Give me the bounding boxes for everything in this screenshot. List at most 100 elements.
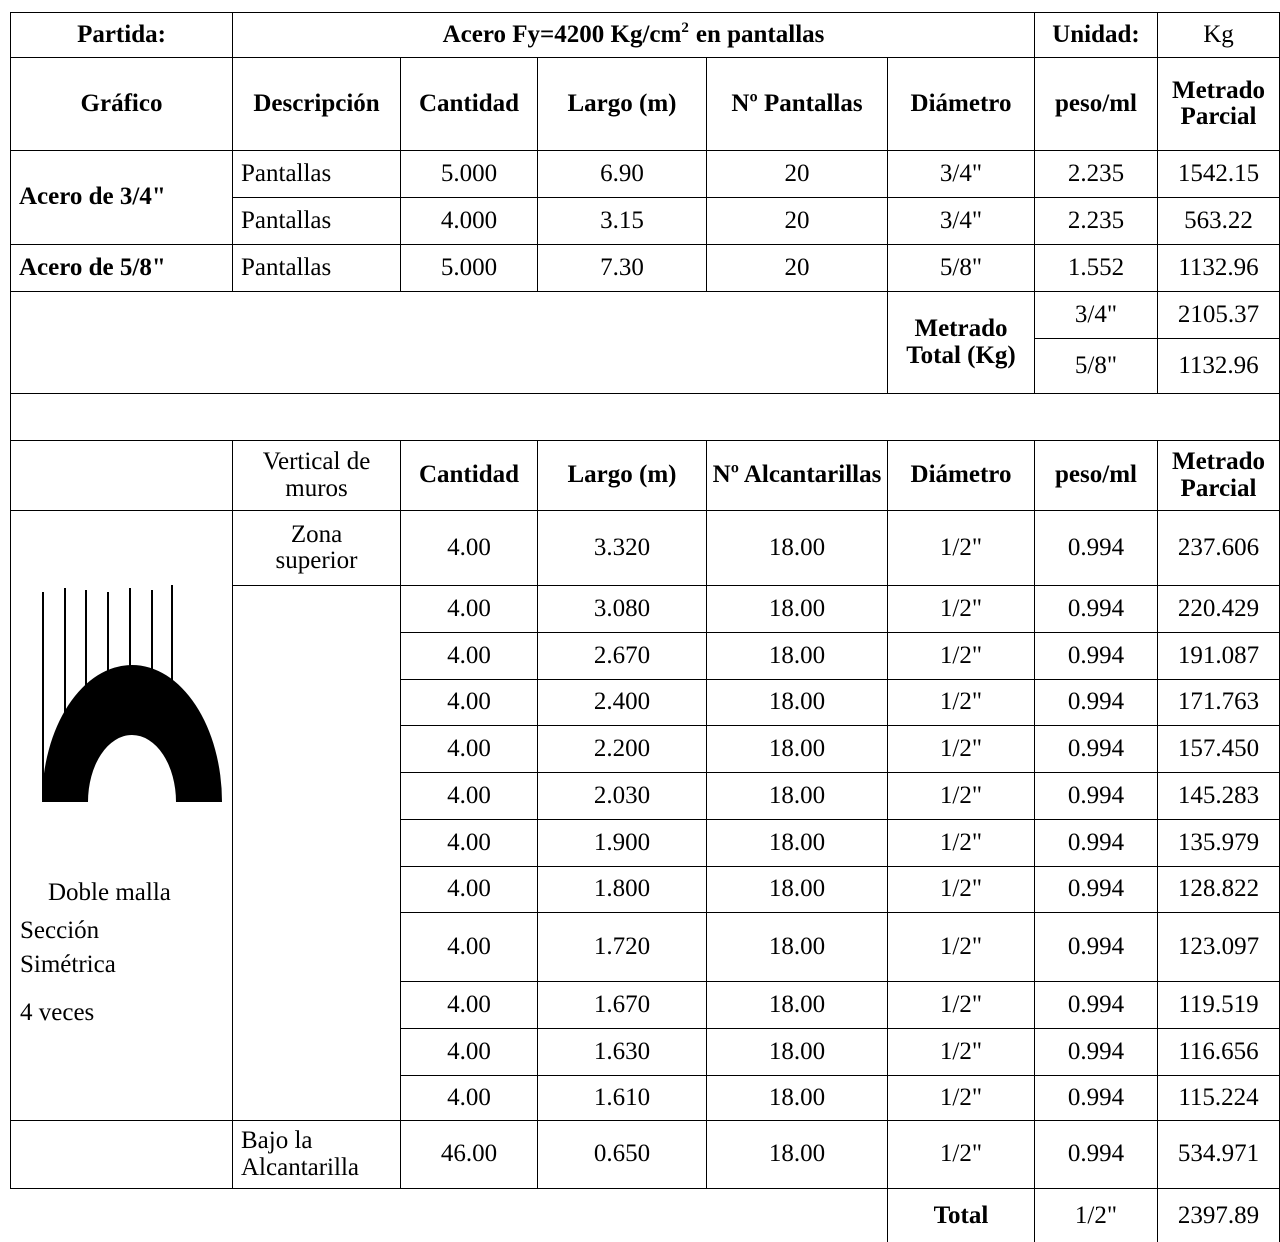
- cell-text: Cantidad: [418, 461, 520, 489]
- cell-text: 1.552: [1067, 253, 1125, 281]
- table-cell: Nº Pantallas: [706, 57, 888, 151]
- cell-text: 4.00: [447, 1083, 491, 1111]
- table-cell: Pantallas: [232, 244, 401, 292]
- table-cell: Largo (m): [537, 57, 707, 151]
- table-cell: 5/8": [1034, 338, 1158, 394]
- table-cell: 1.552: [1034, 244, 1158, 292]
- table-cell: 0.994: [1034, 1120, 1158, 1189]
- cell-text: 135.979: [1177, 828, 1260, 856]
- table-cell: Vertical de muros: [232, 440, 401, 511]
- table-cell: 3/4": [887, 150, 1035, 198]
- cell-text: 0.994: [1067, 641, 1125, 669]
- cell-text: 1/2": [939, 734, 983, 762]
- table-cell: Total: [887, 1188, 1035, 1242]
- cell-text: 4.00: [447, 828, 491, 856]
- cell-text: Largo (m): [567, 89, 677, 117]
- table-cell: 4.00: [400, 632, 538, 680]
- table-cell: Acero de 3/4": [10, 150, 233, 245]
- table-cell: 1.630: [537, 1028, 707, 1076]
- cell-text: 5/8": [1074, 351, 1118, 379]
- cell-text: 0.994: [1067, 828, 1125, 856]
- cell-text: 3.080: [593, 594, 651, 622]
- cell-text: 1.720: [593, 932, 651, 960]
- table-cell: 135.979: [1157, 819, 1280, 867]
- cell-text: 4.00: [447, 781, 491, 809]
- table-cell: 2.235: [1034, 150, 1158, 198]
- cell-text: 18.00: [768, 688, 826, 716]
- table-cell: 20: [706, 244, 888, 292]
- cell-text: 18.00: [768, 734, 826, 762]
- empty-cell: [10, 440, 233, 511]
- cell-text: 2.200: [593, 734, 651, 762]
- cell-text: 123.097: [1177, 932, 1260, 960]
- table-cell: 18.00: [706, 725, 888, 773]
- cell-text: 0.994: [1067, 688, 1125, 716]
- table-cell: 2.670: [537, 632, 707, 680]
- cell-text: 220.429: [1177, 594, 1260, 622]
- cell-text: Metrado Parcial: [1171, 448, 1266, 502]
- table-cell: 18.00: [706, 1120, 888, 1189]
- cell-text: 18.00: [768, 1037, 826, 1065]
- empty-cell: [10, 291, 888, 394]
- cell-text: 115.224: [1178, 1083, 1259, 1111]
- cell-text: Largo (m): [567, 461, 677, 489]
- cell-text: 4.00: [447, 533, 491, 561]
- table-cell: 145.283: [1157, 772, 1280, 820]
- table-cell: 1.610: [537, 1075, 707, 1121]
- table-cell: 3/4": [1034, 291, 1158, 339]
- table-cell: 534.971: [1157, 1120, 1280, 1189]
- cell-text: 0.994: [1067, 734, 1125, 762]
- table-cell: 1/2": [887, 866, 1035, 913]
- cell-text: 1/2": [939, 594, 983, 622]
- table-cell: 1542.15: [1157, 150, 1280, 198]
- cell-text: Zona superior: [275, 520, 358, 574]
- cell-text: 4.00: [447, 990, 491, 1018]
- cell-text: 18.00: [768, 533, 826, 561]
- table-cell: 1/2": [887, 1075, 1035, 1121]
- table-cell: Diámetro: [887, 440, 1035, 511]
- table-cell: 18.00: [706, 981, 888, 1029]
- cell-text: 0.994: [1067, 533, 1125, 561]
- cell-text: 1132.96: [1178, 253, 1259, 281]
- cell-text: 4.00: [447, 734, 491, 762]
- table-cell: 7.30: [537, 244, 707, 292]
- table-cell: Metrado Parcial: [1157, 57, 1280, 151]
- table-cell: 18.00: [706, 632, 888, 680]
- table-cell: 4.00: [400, 819, 538, 867]
- empty-cell: [10, 1120, 233, 1189]
- cell-text: Nº Pantallas: [731, 89, 863, 117]
- cell-text: 3.15: [600, 206, 644, 234]
- cell-text: 2.235: [1067, 159, 1125, 187]
- cell-text: 2.235: [1067, 206, 1125, 234]
- cell-text: Bajo la Alcantarilla: [241, 1127, 359, 1181]
- table-cell: 4.00: [400, 725, 538, 773]
- cell-text: 4.00: [447, 932, 491, 960]
- table-cell: Diámetro: [887, 57, 1035, 151]
- table-cell: Zona superior: [232, 510, 401, 586]
- cell-text: Pantallas: [241, 159, 332, 187]
- cell-text: 4.00: [447, 641, 491, 669]
- cell-text: 191.087: [1177, 641, 1260, 669]
- cell-text: 1/2": [939, 1140, 983, 1168]
- cell-text: Vertical de muros: [262, 448, 371, 502]
- table-cell: Kg: [1157, 12, 1280, 58]
- cell-text: 0.994: [1067, 990, 1125, 1018]
- table-cell: 115.224: [1157, 1075, 1280, 1121]
- cell-text: 2.030: [593, 781, 651, 809]
- table-cell: Cantidad: [400, 57, 538, 151]
- cell-text: Cantidad: [418, 89, 520, 117]
- table-cell: 18.00: [706, 866, 888, 913]
- cell-text: Partida:: [77, 20, 166, 48]
- cell-text: 1/2": [939, 641, 983, 669]
- cell-text: 1/2": [939, 875, 983, 903]
- table-cell: 2.030: [537, 772, 707, 820]
- table-cell: 4.000: [400, 197, 538, 245]
- table-cell: 128.822: [1157, 866, 1280, 913]
- cell-text: 1/2": [939, 990, 983, 1018]
- cell-text: 1/2": [939, 828, 983, 856]
- table-cell: 4.00: [400, 1075, 538, 1121]
- table-cell: 0.994: [1034, 772, 1158, 820]
- cell-text: 18.00: [768, 781, 826, 809]
- cell-text: 1/2": [1074, 1201, 1118, 1229]
- cell-text: 128.822: [1177, 875, 1260, 903]
